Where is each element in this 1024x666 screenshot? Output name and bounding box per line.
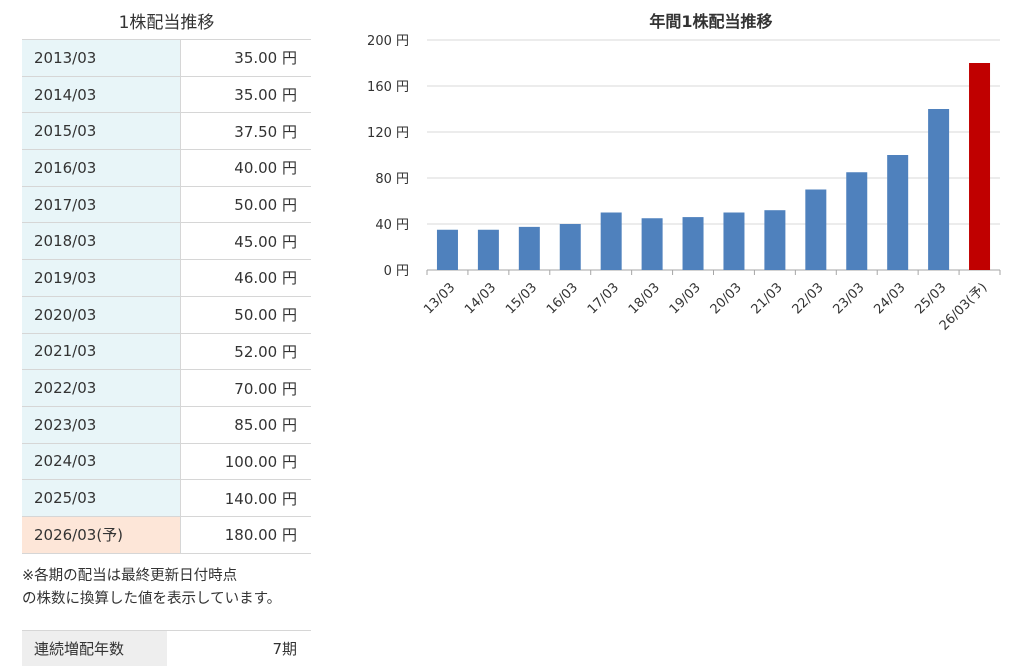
- row-period: 2013/03: [22, 39, 181, 77]
- table-row: 2022/03 70.00 円: [22, 369, 311, 407]
- y-tick-label: 40 円: [375, 218, 409, 233]
- bar: [887, 155, 909, 270]
- row-period: 2015/03: [22, 112, 181, 151]
- x-tick-label: 22/03: [790, 280, 827, 317]
- table-row: 2017/03 50.00 円: [22, 186, 311, 224]
- table-row: 2020/03 50.00 円: [22, 296, 311, 334]
- streak-label: 連続増配年数: [22, 630, 167, 666]
- row-period: 2020/03: [22, 296, 181, 334]
- chart-title: 年間1株配当推移: [649, 12, 773, 31]
- table-title: 1株配当推移: [118, 13, 215, 33]
- row-value: 50.00 円: [180, 296, 311, 334]
- x-tick-label: 18/03: [626, 280, 663, 317]
- row-period: 2025/03: [22, 479, 181, 517]
- table-row: 2025/03 140.00 円: [22, 479, 311, 517]
- table-row: 2023/03 85.00 円: [22, 406, 311, 444]
- y-tick-label: 120 円: [367, 126, 409, 141]
- row-period: 2014/03: [22, 76, 181, 114]
- x-tick-label: 16/03: [544, 280, 581, 317]
- streak-table: 連続増配年数 7期: [22, 630, 311, 666]
- row-value: 46.00 円: [180, 259, 311, 297]
- row-period: 2024/03: [22, 443, 181, 481]
- row-value: 35.00 円: [180, 76, 311, 114]
- x-tick-label: 15/03: [503, 280, 540, 317]
- bar: [928, 109, 950, 270]
- x-tick-label: 20/03: [708, 280, 745, 317]
- row-value: 50.00 円: [180, 186, 311, 224]
- dividend-table: 2013/03 35.00 円 2014/03 35.00 円 2015/03 37.50…: [22, 39, 311, 554]
- x-tick-label: 21/03: [749, 280, 786, 317]
- y-tick-label: 200 円: [367, 34, 409, 49]
- bar: [682, 217, 704, 270]
- table-row: 2016/03 40.00 円: [22, 149, 311, 187]
- row-value: 100.00 円: [180, 443, 311, 481]
- x-tick-label: 17/03: [585, 280, 622, 317]
- row-period: 2017/03: [22, 186, 181, 224]
- y-tick-label: 160 円: [367, 80, 409, 95]
- bar: [436, 229, 458, 270]
- row-value: 35.00 円: [180, 39, 311, 77]
- bar: [969, 63, 991, 270]
- row-period: 2026/03(予): [22, 516, 181, 554]
- table-row: 2018/03 45.00 円: [22, 222, 311, 261]
- x-tick-label: 24/03: [871, 280, 908, 317]
- row-period: 2023/03: [22, 406, 181, 444]
- x-tick-label: 19/03: [667, 280, 704, 317]
- dividend-bar-chart: 0 円 40 円 80 円 120 円 160 円 200 円 13/03 14/03 15/0…: [367, 34, 1001, 334]
- row-value: 52.00 円: [180, 333, 311, 371]
- row-value: 140.00 円: [180, 479, 311, 517]
- y-tick-label: 0 円: [384, 264, 409, 279]
- bar: [518, 226, 540, 270]
- bar: [846, 172, 868, 270]
- row-value: 40.00 円: [180, 149, 311, 187]
- row-period: 2022/03: [22, 369, 181, 407]
- row-period: 2018/03: [22, 222, 181, 261]
- y-tick-label: 80 円: [375, 172, 409, 187]
- bar: [805, 189, 827, 270]
- row-period: 2019/03: [22, 259, 181, 297]
- table-row: 2024/03 100.00 円: [22, 443, 311, 481]
- x-tick-label: 13/03: [421, 280, 458, 317]
- table-row: 2014/03 35.00 円: [22, 76, 311, 114]
- streak-value: 7期: [167, 630, 311, 666]
- row-value: 85.00 円: [180, 406, 311, 444]
- table-row: 2019/03 46.00 円: [22, 259, 311, 297]
- table-row: 2013/03 35.00 円: [22, 39, 311, 77]
- row-value: 37.50 円: [180, 112, 311, 151]
- note-line-2: の株数に換算した値を表示しています。: [22, 591, 282, 607]
- bar: [764, 210, 786, 270]
- bar: [600, 212, 622, 270]
- table-row: 2015/03 37.50 円: [22, 112, 311, 151]
- bar: [477, 229, 499, 270]
- x-tick-label: 25/03: [912, 280, 949, 317]
- row-period: 2021/03: [22, 333, 181, 371]
- row-value: 45.00 円: [180, 222, 311, 261]
- table-row: 2026/03(予) 180.00 円: [22, 516, 311, 554]
- bar: [559, 224, 581, 270]
- bar: [723, 212, 745, 270]
- table-row: 2021/03 52.00 円: [22, 333, 311, 371]
- dividend-note: ※各期の配当は最終更新日付時点 の株数に換算した値を表示しています。: [22, 565, 281, 611]
- bar: [641, 218, 663, 270]
- row-value: 70.00 円: [180, 369, 311, 407]
- row-period: 2016/03: [22, 149, 181, 187]
- note-line-1: ※各期の配当は最終更新日付時点: [22, 568, 238, 584]
- row-value: 180.00 円: [180, 516, 311, 554]
- x-tick-label: 14/03: [462, 280, 499, 317]
- x-tick-label: 23/03: [830, 280, 867, 317]
